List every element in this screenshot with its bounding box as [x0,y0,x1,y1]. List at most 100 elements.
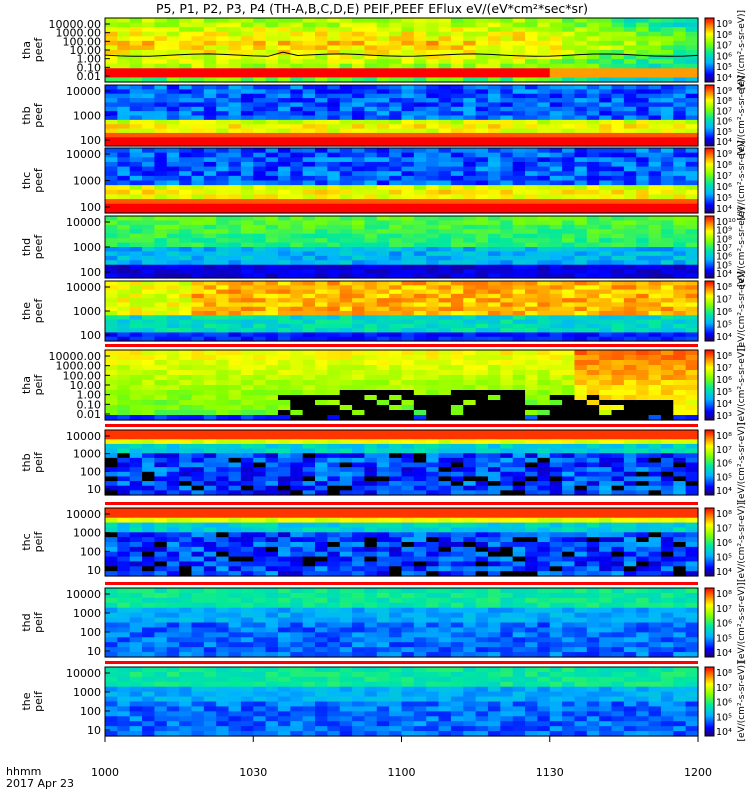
heatmap-cell [179,293,193,299]
heatmap-cell [623,203,637,209]
heatmap-cell [648,395,662,401]
heatmap-cell [660,220,674,226]
heatmap-cell [290,448,304,454]
heatmap-cell [413,390,427,396]
heatmap-cell [586,476,600,482]
heatmap-cell [525,194,538,200]
heatmap-cell [623,365,637,371]
heatmap-cell [203,115,217,121]
colorbar-tick-label: 10⁷ [716,171,732,182]
heatmap-cell [179,551,193,558]
heatmap-cell [450,481,464,487]
heatmap-cell [117,203,131,209]
heatmap-cell [562,269,576,275]
heatmap-cell [265,175,279,182]
heatmap-cell [228,199,242,205]
heatmap-cell [685,31,699,37]
heatmap-cell [549,242,563,248]
heatmap-cell [562,36,576,42]
heatmap-cell [277,328,291,334]
heatmap-cell [117,532,131,538]
heatmap-cell [364,293,378,299]
heatmap-cell [216,124,230,130]
heatmap-cell [475,128,489,134]
heatmap-cell [463,161,477,168]
heatmap-cell [277,54,291,60]
heatmap-cell [685,106,699,112]
heatmap-cell [574,269,588,275]
heatmap-cell [525,302,538,308]
heatmap-cell [302,453,316,459]
heatmap-cell [352,311,366,316]
heatmap-cell [574,233,588,239]
heatmap-cell [302,350,316,356]
heatmap-cell [512,476,526,482]
heatmap-cell [586,68,600,74]
heatmap-cell [648,400,662,406]
heatmap-cell [586,415,600,421]
heatmap-cell [253,370,267,376]
heatmap-cell [105,293,118,299]
heatmap-cell [599,385,613,391]
heatmap-cell [463,59,477,65]
heatmap-cell [253,306,267,312]
heatmap-cell [117,148,131,154]
heatmap-cell [450,471,464,478]
heatmap-cell [487,471,501,478]
heatmap-cell [302,132,316,138]
heatmap-cell [117,370,131,376]
heatmap-cell [389,128,403,134]
heatmap-cell [673,216,687,222]
heatmap-cell [648,457,662,464]
heatmap-cell [413,115,427,121]
heatmap-cell [290,260,304,266]
heatmap-cell [327,229,341,235]
heatmap-cell [129,328,143,334]
heatmap-cell [179,36,193,42]
heatmap-cell [487,457,501,464]
heatmap-cell [475,315,489,321]
heatmap-cell [648,63,662,69]
heatmap-cell [685,405,699,411]
heatmap-cell [450,208,464,214]
heatmap-cell [191,375,205,381]
heatmap-cell [216,336,230,342]
heatmap-cell [352,189,366,196]
heatmap-cell [302,124,316,130]
heatmap-cell [339,59,353,65]
heatmap-cell [413,415,427,421]
heatmap-cell [401,132,415,138]
heatmap-cell [438,77,452,83]
heatmap-cell [339,255,353,261]
heatmap-cell [463,22,477,28]
heatmap-cell [277,481,291,487]
heatmap-cell [166,59,180,65]
heatmap-cell [562,31,576,37]
heatmap-cell [611,148,625,154]
heatmap-cell [685,63,699,69]
heatmap-cell [253,171,267,177]
heatmap-cell [611,36,625,42]
heatmap-cell [179,132,193,138]
heatmap-cell [203,77,217,83]
heatmap-cell [315,247,328,253]
heatmap-cell [216,315,230,321]
heatmap-cell [339,434,353,440]
heatmap-cell [599,175,613,182]
heatmap-cell [413,137,427,143]
heatmap-cell [179,229,193,235]
heatmap-cell [685,233,699,239]
panel-ylabel: tha [20,376,33,394]
heatmap-cell [438,220,452,226]
heatmap-cell [463,323,477,329]
heatmap-cell [438,242,452,248]
heatmap-cell [376,166,390,172]
heatmap-cell [117,89,131,95]
y-tick-label: 10000 [66,281,101,294]
heatmap-cell [117,141,131,147]
heatmap-cell [315,350,328,356]
heatmap-cell [105,390,118,396]
heatmap-cell [438,481,452,487]
heatmap-cell [154,128,168,134]
heatmap-cell [549,481,563,487]
